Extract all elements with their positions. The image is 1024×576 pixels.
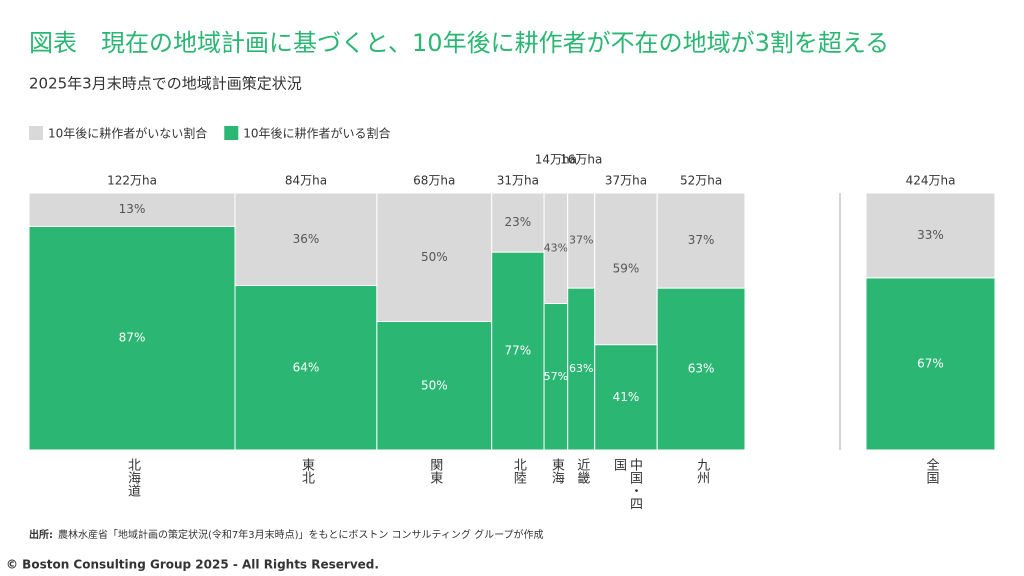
value-label: 33% (917, 228, 944, 242)
value-label: 77% (505, 344, 532, 358)
width-label: 16万ha (560, 153, 602, 167)
category-label: 東海 (548, 458, 564, 484)
width-label: 52万ha (680, 174, 722, 188)
value-label: 41% (613, 390, 640, 404)
bar-segment (656, 287, 746, 451)
value-label: 63% (688, 362, 715, 376)
bar-segment (28, 192, 236, 227)
value-label: 63% (569, 362, 593, 375)
value-label: 50% (421, 378, 448, 392)
value-label: 23% (505, 215, 532, 229)
legend-label: 10年後に耕作者がいない割合 (48, 126, 207, 141)
width-label: 122万ha (107, 174, 157, 188)
bar-segment (567, 192, 596, 289)
bar-segment (594, 344, 658, 451)
width-label: 68万ha (413, 174, 455, 188)
value-label: 13% (119, 202, 146, 216)
value-label: 43% (544, 241, 568, 254)
bar-segment (656, 192, 746, 289)
bar-segment (234, 192, 378, 287)
value-label: 67% (917, 356, 944, 370)
value-label: 87% (119, 331, 146, 345)
width-label: 14万ha (535, 153, 577, 167)
value-label: 37% (688, 233, 715, 247)
value-label: 50% (421, 250, 448, 264)
bar-segment (865, 192, 996, 279)
bar-segment (491, 251, 545, 451)
category-label: 東北 (298, 458, 314, 484)
title: 図表 現在の地域計画に基づくと、10年後に耕作者が不在の地域が3割を超える (29, 29, 889, 57)
value-label: 59% (613, 261, 640, 275)
bar-segment (567, 287, 596, 451)
bar-segment (376, 192, 493, 322)
category-label: 全国 (923, 458, 939, 484)
source-text: 農林水産省「地域計画の策定状況(令和7年3月末時点)」をもとにボストン コンサル… (58, 528, 543, 541)
legend-swatch (224, 126, 239, 140)
category-label: 中国・四国 (610, 458, 642, 510)
category-label: 北海道 (125, 458, 140, 497)
width-label: 31万ha (497, 174, 539, 188)
legend-swatch (29, 126, 43, 140)
subtitle: 2025年3月末時点での地域計画策定状況 (29, 75, 302, 93)
width-label: 424万ha (906, 174, 956, 188)
value-label: 57% (544, 370, 568, 383)
bar-segment (594, 192, 658, 346)
bar-segment (234, 285, 378, 451)
bar-segment (491, 192, 545, 253)
legend-label: 10年後に耕作者がいる割合 (243, 126, 390, 141)
category-label: 九州 (694, 458, 710, 484)
value-label: 36% (293, 232, 320, 246)
value-label: 64% (293, 360, 320, 374)
width-label: 37万ha (605, 174, 647, 188)
category-label: 北陸 (510, 458, 526, 484)
bar-segment (28, 225, 236, 451)
copyright: © Boston Consulting Group 2025 - All Rig… (6, 558, 379, 572)
value-label: 37% (569, 234, 593, 247)
source-label: 出所: (29, 528, 53, 541)
bar-segment (865, 277, 996, 451)
category-label: 関東 (427, 458, 443, 484)
bar-segment (376, 321, 493, 451)
category-label: 近畿 (574, 458, 590, 484)
width-label: 84万ha (285, 174, 327, 188)
